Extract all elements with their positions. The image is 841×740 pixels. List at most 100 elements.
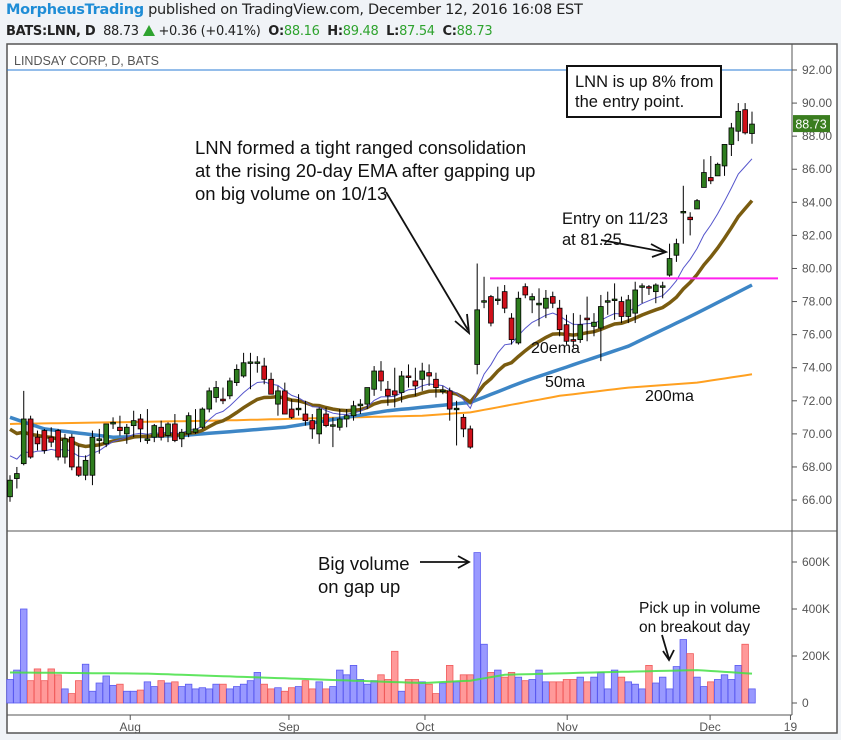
- volume-bar: [130, 690, 138, 704]
- candle-body: [515, 297, 522, 344]
- big-volume-note-line1: Big volume: [318, 553, 410, 574]
- volume-bar: [95, 682, 103, 704]
- candle: [130, 410, 137, 438]
- candle: [653, 283, 659, 304]
- candle-body: [673, 243, 680, 256]
- candle-body: [632, 289, 639, 314]
- volume-bar: [377, 674, 385, 704]
- candle-body: [316, 408, 322, 435]
- candle: [350, 400, 357, 421]
- candle-body: [508, 317, 515, 341]
- candle: [440, 385, 446, 395]
- volume-bar: [349, 665, 358, 704]
- volume-bar: [700, 686, 708, 704]
- volume-bar: [562, 679, 571, 704]
- candle: [158, 420, 164, 441]
- candle-body: [130, 420, 137, 427]
- candle-body: [14, 473, 20, 479]
- volume-bar: [342, 674, 351, 704]
- candle: [591, 313, 597, 337]
- candle-body: [453, 407, 460, 411]
- volume-bar: [294, 686, 303, 704]
- candle: [144, 409, 151, 444]
- volume-bar: [555, 681, 564, 704]
- candle: [14, 466, 20, 489]
- candle-body: [295, 407, 302, 411]
- candle-body: [584, 317, 590, 321]
- candle-body: [707, 177, 714, 182]
- candle: [501, 285, 508, 314]
- candle: [55, 428, 61, 461]
- candle: [659, 281, 666, 299]
- candle-body: [426, 372, 432, 377]
- candle: [192, 409, 199, 434]
- price-tick-label: 88.00: [802, 129, 832, 143]
- candle: [529, 293, 535, 314]
- candle: [570, 313, 577, 348]
- volume-tick-label: 400K: [802, 602, 830, 616]
- candle: [75, 445, 82, 477]
- volume-bar: [384, 679, 392, 704]
- volume-bar: [617, 676, 626, 704]
- candle: [460, 414, 467, 438]
- arrow-icon: [420, 555, 471, 569]
- price-tick-label: 70.00: [802, 427, 832, 441]
- candle: [618, 296, 625, 324]
- volume-bar: [219, 683, 227, 704]
- candle: [330, 417, 336, 448]
- candle: [336, 409, 343, 431]
- big-volume-note-line2: on gap up: [318, 576, 400, 597]
- candle-body: [742, 109, 748, 134]
- candle: [220, 387, 226, 405]
- published-text: published on TradingView.com, December 1…: [148, 2, 583, 18]
- volume-bar: [501, 676, 509, 704]
- candle: [426, 364, 432, 386]
- volume-bar: [68, 693, 76, 704]
- volume-bar: [610, 669, 619, 704]
- open-value: 88.16: [283, 24, 320, 39]
- arrow-icon: [661, 634, 675, 662]
- volume-bar: [171, 681, 179, 704]
- volume-bar: [459, 674, 468, 704]
- volume-bar: [336, 669, 344, 704]
- candle: [701, 159, 707, 188]
- candle: [357, 399, 364, 415]
- candle: [488, 294, 494, 327]
- candle: [302, 400, 309, 426]
- candle: [295, 394, 302, 416]
- candle-body: [48, 436, 55, 443]
- candle-body: [213, 387, 219, 398]
- candle-body: [543, 297, 549, 309]
- volume-bar: [686, 653, 694, 704]
- candle-body: [309, 420, 316, 430]
- candle: [639, 283, 645, 304]
- candle: [110, 417, 116, 429]
- up-triangle-icon: [142, 25, 155, 36]
- candle: [137, 414, 144, 443]
- volume-bar: [274, 687, 282, 704]
- volume-bar: [672, 666, 681, 704]
- price-tick-label: 78.00: [802, 295, 832, 309]
- candle-body: [728, 127, 735, 145]
- candle-body: [577, 324, 584, 341]
- candle: [323, 407, 329, 428]
- author-link[interactable]: MorpheusTrading: [6, 2, 144, 18]
- volume-bar: [542, 681, 550, 704]
- high-label: H:: [327, 24, 343, 39]
- candle: [563, 314, 570, 345]
- candle: [172, 414, 178, 443]
- pickup-note-line1: Pick up in volume: [639, 600, 760, 617]
- candle: [536, 288, 542, 327]
- candle-body: [247, 361, 254, 364]
- candle: [714, 162, 721, 177]
- candle-body: [494, 298, 501, 301]
- volume-bar: [26, 680, 35, 704]
- candle: [378, 361, 384, 391]
- candle-body: [591, 321, 597, 327]
- volume-bar: [397, 690, 406, 704]
- volume-bar: [40, 680, 49, 704]
- candle: [398, 371, 405, 403]
- volume-bar: [109, 684, 117, 704]
- volume-bar: [322, 688, 330, 704]
